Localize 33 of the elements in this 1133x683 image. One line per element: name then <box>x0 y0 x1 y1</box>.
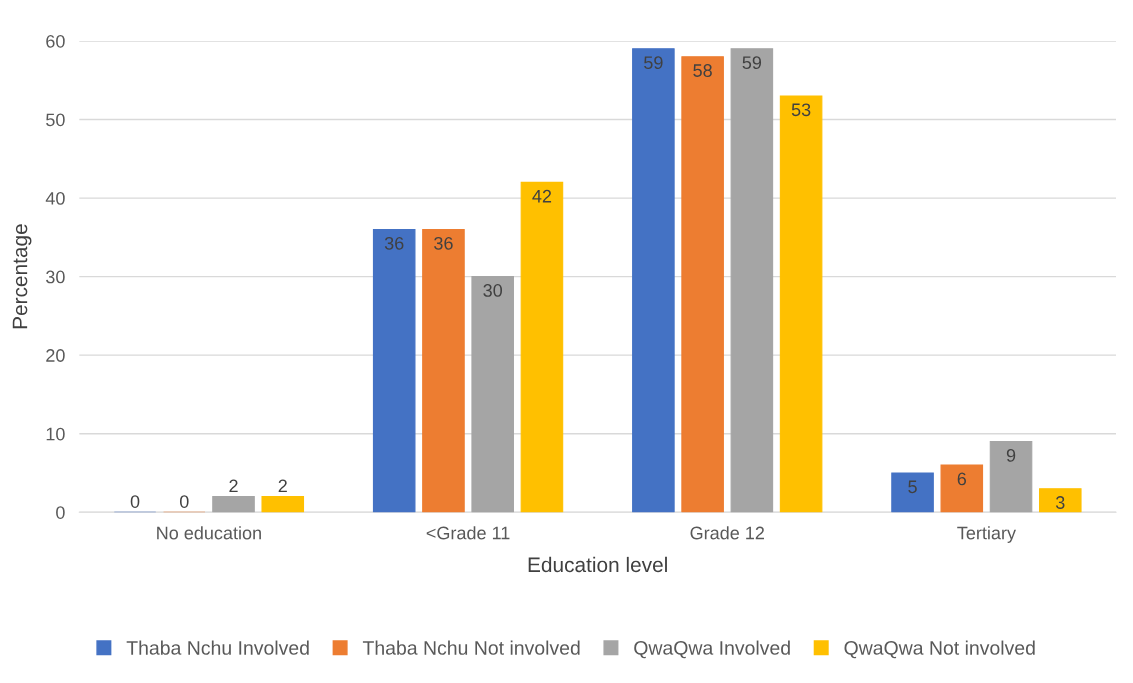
legend-label: Thaba Nchu Not involved <box>362 640 580 655</box>
data-label: 59 <box>742 56 762 70</box>
data-label: 0 <box>179 495 189 508</box>
x-tick-label: Tertiary <box>957 526 1016 543</box>
y-tick-label: 40 <box>45 192 65 205</box>
data-label: 3 <box>1055 496 1065 509</box>
data-label: 53 <box>791 103 811 117</box>
legend-label: QwaQwa Involved <box>634 640 790 659</box>
data-label: 58 <box>693 64 712 77</box>
data-label: 2 <box>229 479 238 493</box>
x-axis-title: Education level <box>528 556 667 573</box>
data-label: 42 <box>532 189 552 203</box>
data-label: 2 <box>278 479 287 493</box>
data-label: 0 <box>130 495 140 508</box>
y-tick-label: 0 <box>56 506 65 519</box>
y-tick-label: 20 <box>46 349 65 362</box>
data-label: 6 <box>957 472 967 486</box>
x-tick-label: Grade 12 <box>690 526 764 540</box>
legend-label: Thaba Nchu Involved <box>126 640 309 655</box>
y-tick-label: 30 <box>46 270 65 284</box>
data-label: 9 <box>1006 448 1016 462</box>
y-axis-title: Percentage <box>12 224 32 329</box>
x-tick-label: No education <box>157 526 261 540</box>
data-label: 36 <box>384 236 404 250</box>
data-label: 59 <box>644 56 663 70</box>
y-tick-label: 50 <box>46 113 65 127</box>
data-label: 36 <box>434 236 453 250</box>
y-tick-label: 10 <box>46 427 65 441</box>
data-label: 30 <box>483 284 503 297</box>
x-tick-label: <Grade 11 <box>426 526 510 540</box>
y-tick-label: 60 <box>46 34 65 48</box>
data-label: 5 <box>908 480 917 494</box>
legend-label: QwaQwa Not involved <box>844 640 1035 659</box>
